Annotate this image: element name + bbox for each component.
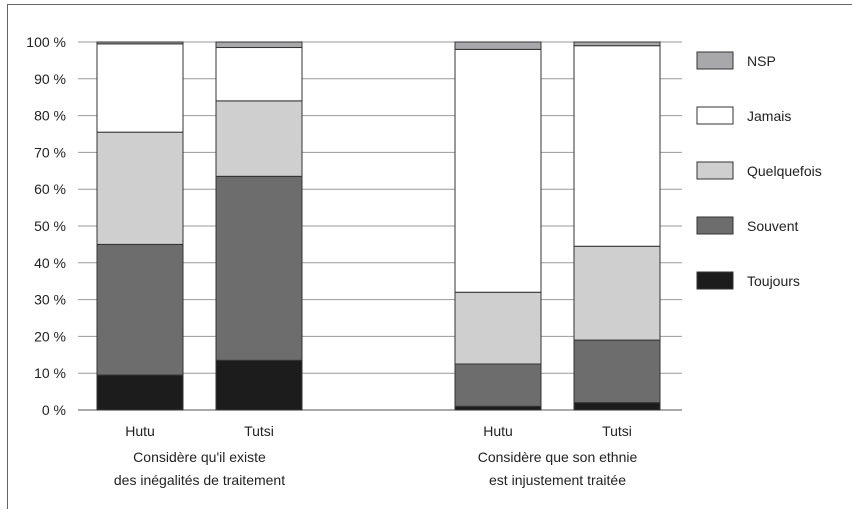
bar-segment-toujours-1 bbox=[96, 374, 184, 411]
stacked-bar-chart: 0 % 10 % 20 % 30 % 40 % 50 % 60 % 70 % 80 % 90 % 1… bbox=[26, 34, 822, 488]
legend-label-jamais: Jamais bbox=[747, 108, 791, 124]
group-label-line: est injustement traitée bbox=[489, 472, 626, 488]
legend-swatch-souvent bbox=[696, 216, 734, 235]
x-axis-labels: Hutu Tutsi Hutu Tutsi Considère qu'il existe… bbox=[114, 423, 638, 488]
y-tick-label: 80 % bbox=[34, 108, 66, 124]
y-tick-label: 0 % bbox=[42, 402, 66, 418]
bar-segment-souvent-3 bbox=[454, 363, 542, 407]
y-tick-label: 20 % bbox=[34, 328, 66, 344]
y-tick-label: 60 % bbox=[34, 181, 66, 197]
bar-segment-nsp-3 bbox=[454, 41, 542, 50]
bar-segment-nsp-2 bbox=[215, 41, 303, 49]
bar-segment-toujours-4 bbox=[573, 402, 661, 411]
x-category-label: Hutu bbox=[483, 423, 513, 439]
bar-segment-toujours-2 bbox=[215, 359, 303, 411]
group-label-line: Considère qu'il existe bbox=[133, 449, 266, 465]
y-tick-label: 50 % bbox=[34, 218, 66, 234]
bars bbox=[96, 41, 661, 411]
x-category-label: Tutsi bbox=[244, 423, 274, 439]
bar-segment-quelquefois-1 bbox=[96, 131, 184, 245]
bar-segment-nsp-1 bbox=[96, 41, 184, 45]
bar-segment-jamais-3 bbox=[454, 48, 542, 293]
legend-label-souvent: Souvent bbox=[747, 218, 798, 234]
legend-label-toujours: Toujours bbox=[747, 273, 800, 289]
legend: NSP Jamais Quelquefois Souvent Toujours bbox=[696, 51, 822, 290]
x-category-label: Hutu bbox=[125, 423, 155, 439]
legend-label-nsp: NSP bbox=[747, 53, 776, 69]
group-label-line: Considère que son ethnie bbox=[478, 449, 638, 465]
chart-frame: 0 % 10 % 20 % 30 % 40 % 50 % 60 % 70 % 80 % 90 % 1… bbox=[7, 4, 852, 509]
legend-swatch-toujours bbox=[696, 271, 734, 290]
bar-segment-jamais-2 bbox=[215, 47, 303, 102]
y-tick-label: 100 % bbox=[26, 34, 66, 50]
bar-segment-souvent-4 bbox=[573, 339, 661, 404]
legend-swatch-quelquefois bbox=[696, 161, 734, 180]
bar-segment-jamais-1 bbox=[96, 43, 184, 133]
x-category-label: Tutsi bbox=[602, 423, 632, 439]
bar-segment-souvent-1 bbox=[96, 243, 184, 376]
y-tick-label: 90 % bbox=[34, 71, 66, 87]
legend-swatch-jamais bbox=[696, 106, 734, 125]
bar-segment-toujours-3 bbox=[454, 405, 542, 411]
bar-segment-jamais-4 bbox=[573, 45, 661, 247]
group-label-line: des inégalités de traitement bbox=[114, 472, 285, 488]
y-tick-label: 10 % bbox=[34, 365, 66, 381]
legend-label-quelquefois: Quelquefois bbox=[747, 163, 822, 179]
y-axis-ticks: 0 % 10 % 20 % 30 % 40 % 50 % 60 % 70 % 80 % 90 % 1… bbox=[26, 34, 66, 418]
bar-segment-nsp-4 bbox=[573, 41, 661, 47]
bar-segment-quelquefois-4 bbox=[573, 245, 661, 341]
y-tick-label: 40 % bbox=[34, 255, 66, 271]
bar-segment-souvent-2 bbox=[215, 175, 303, 361]
bar-segment-quelquefois-3 bbox=[454, 291, 542, 365]
bar-segment-quelquefois-2 bbox=[215, 100, 303, 177]
y-tick-label: 70 % bbox=[34, 144, 66, 160]
legend-swatch-nsp bbox=[696, 51, 734, 70]
y-tick-label: 30 % bbox=[34, 292, 66, 308]
